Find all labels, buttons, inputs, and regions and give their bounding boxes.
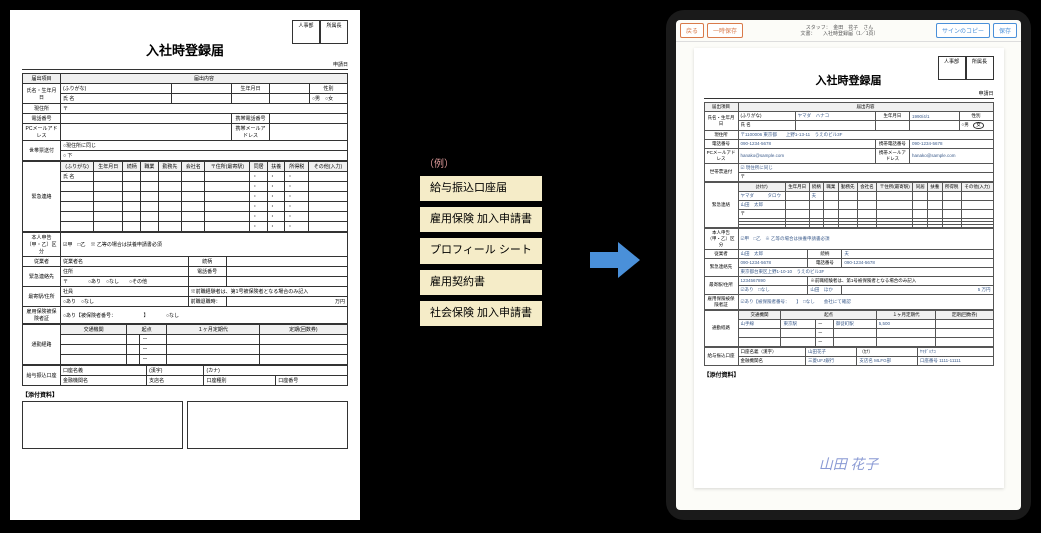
basic-info-table-filled: 届出項目届出内容 氏名・生年月日 (ふりがな) ヤマダ ハナコ 生年月日 199… bbox=[704, 102, 994, 182]
stamp-box-hr: 人事部 bbox=[938, 56, 966, 80]
doc-item: 給与振込口座届 bbox=[420, 176, 542, 201]
tablet-device: 戻る 一時保存 スタッフ： 金田 花子 さん 文書： 入社時登録届（1／1頁） … bbox=[666, 10, 1031, 520]
save-button[interactable]: 保存 bbox=[993, 23, 1017, 38]
name-label: 氏名・生年月日 bbox=[23, 84, 61, 104]
save-draft-button[interactable]: 一時保存 bbox=[707, 23, 743, 38]
filled-form-paper: 人事部 所属長 入社時登録届 申請日 届出項目届出内容 氏名・生年月日 (ふりが… bbox=[694, 48, 1004, 488]
birth-label: 生年月日 bbox=[232, 84, 270, 94]
copy-sign-button[interactable]: サインのコピー bbox=[936, 23, 990, 38]
pcmail-value[interactable]: hanako@sample.com bbox=[738, 148, 875, 163]
pcmail-label: PCメールアドレス bbox=[23, 124, 61, 141]
arrow-icon bbox=[590, 240, 640, 280]
gender-options: ○男 ○女 bbox=[310, 94, 348, 104]
application-date-label: 申請日 bbox=[22, 61, 348, 70]
tablet-screen: 戻る 一時保存 スタッフ： 金田 花子 さん 文書： 入社時登録届（1／1頁） … bbox=[676, 20, 1021, 510]
tablet-header-info: スタッフ： 金田 花子 さん 文書： 入社時登録届（1／1頁） bbox=[800, 25, 878, 37]
blank-form-paper: 人事部 所属長 入社時登録届 申請日 届出項目届出内容 氏名・生年月日 (ふりが… bbox=[10, 10, 360, 520]
nearest-label: 最寄駅/住所 bbox=[23, 287, 61, 307]
back-button[interactable]: 戻る bbox=[680, 23, 704, 38]
doc-item: 社会保険 加入申請書 bbox=[420, 301, 542, 326]
stamp-boxes: 人事部 所属長 bbox=[938, 56, 994, 80]
doc-item: プロフィール シート bbox=[420, 238, 542, 263]
mobile-value[interactable]: 090-1234-5678 bbox=[909, 139, 993, 148]
stamp-boxes: 人事部 所属長 bbox=[292, 20, 348, 44]
mobmail-label: 携帯メールアドレス bbox=[232, 124, 270, 141]
mobmail-value[interactable]: hanako@sample.com bbox=[909, 148, 993, 163]
commute-table: 通勤経路 交通機関 起点 １ヶ月定期代 定期(回数券) ー ー ー bbox=[22, 324, 348, 365]
personal-table: 本人申告（甲・乙）区分☑甲 □乙 ※ 乙等の場合は扶養申請書必須 従業者従業者名… bbox=[22, 232, 348, 324]
mobile-label: 携帯電話番号 bbox=[232, 114, 270, 124]
insurance-label: 雇用保険被保険者証 bbox=[23, 307, 61, 324]
company-value[interactable]: 山田 太郎 bbox=[738, 249, 808, 258]
attach-box bbox=[187, 401, 348, 449]
stamp-box-mgr: 所属長 bbox=[320, 20, 348, 44]
attach-label: 【添付資料】 bbox=[22, 390, 348, 399]
signature[interactable]: 山田 花子 bbox=[819, 454, 879, 474]
example-label: （例） bbox=[424, 155, 542, 170]
birth-value[interactable]: 1990/4/1 bbox=[909, 112, 959, 121]
personal-label: 本人申告（甲・乙）区分 bbox=[23, 233, 61, 257]
gender-label: 性別 bbox=[310, 84, 348, 94]
document-list: （例） 給与振込口座届 雇用保険 加入申請書 プロフィール シート 雇用契約書 … bbox=[420, 155, 542, 332]
consent-value[interactable]: ☑ 現住所に同じ bbox=[738, 163, 993, 172]
tel-label: 電話番号 bbox=[23, 114, 61, 124]
bank-label: 給与振込口座 bbox=[23, 366, 61, 386]
company-label: 従業者 bbox=[23, 257, 61, 267]
col-header: 届出内容 bbox=[61, 74, 348, 84]
tablet-header: 戻る 一時保存 スタッフ： 金田 花子 さん 文書： 入社時登録届（1／1頁） … bbox=[676, 20, 1021, 42]
gender-value[interactable]: ○男 女 bbox=[959, 121, 993, 131]
address-label: 現住所 bbox=[23, 104, 61, 114]
attach-box bbox=[22, 401, 183, 449]
attach-boxes bbox=[22, 401, 348, 449]
emergency-label: 緊急連絡 bbox=[23, 162, 61, 232]
emergency-table-filled: 緊急連絡 (ｶﾀｶﾅ) 生年月日 続柄 職業 勤務先 会社名 〒住所(最寄駅) … bbox=[704, 182, 994, 228]
commute-table-filled: 通勤経路 交通機関 起点 １ヶ月定期代 定期(回数券) 山手線東京駅ー御徒町駅5… bbox=[704, 310, 994, 347]
personal-table-filled: 本人申告（甲・乙）区分☑甲 □乙 ※ 乙等の場合は扶養申請書必須 従業者山田 太… bbox=[704, 228, 994, 310]
application-date-label: 申請日 bbox=[704, 90, 994, 99]
stamp-box-mgr: 所属長 bbox=[966, 56, 994, 80]
address-value[interactable]: 〒1100006 東京都 上野1-13-11 うえのビル3F bbox=[738, 130, 993, 139]
furigana-label: (ふりがな) bbox=[61, 84, 172, 94]
attach-label: 【添付資料】 bbox=[704, 370, 994, 379]
basic-info-table: 届出項目届出内容 氏名・生年月日 (ふりがな) 生年月日 性別 氏 名 ○男 ○… bbox=[22, 73, 348, 161]
bank-table: 給与振込口座 口座名義(漢字)(カナ) 金融機関名支店名口座種別口座番号 bbox=[22, 365, 348, 386]
bank-table-filled: 給与振込口座 口座名義（漢字）山田花子（ｶﾅ）ﾔﾏﾀﾞﾊﾅｺ 金融機関名三菱UF… bbox=[704, 347, 994, 366]
stamp-box-hr: 人事部 bbox=[292, 20, 320, 44]
furigana-value[interactable]: ヤマダ ハナコ bbox=[795, 112, 875, 121]
emerg-contact-label: 緊急連絡先 bbox=[23, 267, 61, 287]
company-name-label: 従業者名 bbox=[61, 257, 189, 267]
doc-item: 雇用保険 加入申請書 bbox=[420, 207, 542, 232]
tel-value[interactable]: 090-1234-5678 bbox=[738, 139, 875, 148]
name-sub: 氏 名 bbox=[61, 94, 172, 104]
emergency-table: 緊急連絡 (ふりがな) 生年月日 続柄 職業 勤務先 会社名 〒住所(最寄駅) … bbox=[22, 161, 348, 232]
col-label: 届出項目 bbox=[23, 74, 61, 84]
commute-label: 通勤経路 bbox=[23, 325, 61, 365]
consent-label: 世帯票送付 bbox=[23, 141, 61, 161]
doc-item: 雇用契約書 bbox=[420, 270, 542, 295]
